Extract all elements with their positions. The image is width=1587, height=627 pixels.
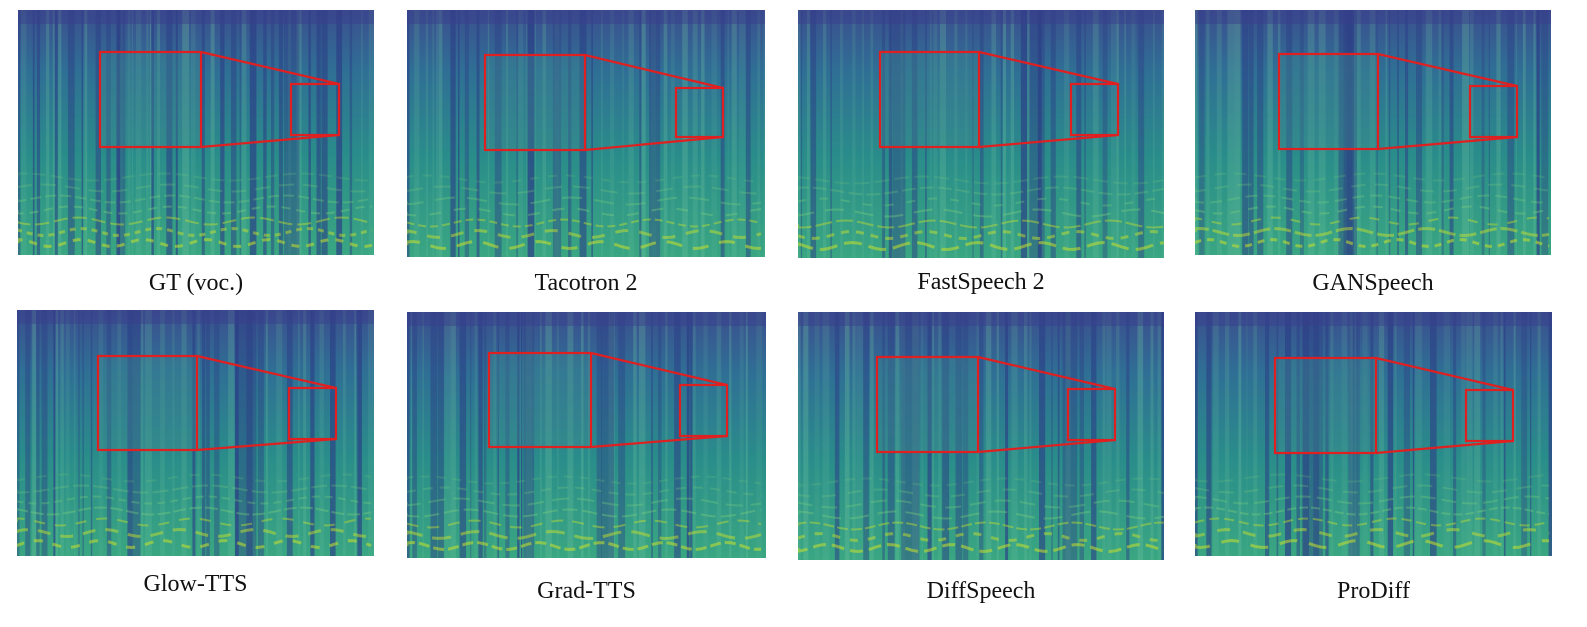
caption-prodiff: ProDiff — [1337, 578, 1410, 604]
zoom-inset-box — [96, 354, 199, 452]
zoom-connector-top — [584, 53, 724, 90]
caption-glow-tts: Glow-TTS — [143, 571, 248, 597]
zoom-source-box — [1069, 82, 1120, 137]
caption-fastspeech2: FastSpeech 2 — [917, 269, 1045, 295]
zoom-source-box — [678, 383, 729, 438]
zoom-connector-top — [1375, 356, 1514, 392]
caption-diffspeech: DiffSpeech — [926, 578, 1036, 604]
caption-ganspeech: GANSpeech — [1312, 270, 1434, 296]
zoom-connector-top — [590, 351, 728, 387]
zoom-connector-bottom — [590, 434, 728, 449]
spectrogram-panel-1 — [18, 10, 374, 255]
zoom-source-box — [287, 386, 338, 441]
caption-tacotron2: Tacotron 2 — [534, 270, 638, 296]
zoom-connector-bottom — [584, 135, 724, 152]
zoom-connector-bottom — [1375, 439, 1514, 455]
zoom-inset-box — [98, 50, 203, 149]
zoom-connector-bottom — [200, 133, 340, 149]
spectrogram-panel-5 — [17, 310, 374, 556]
zoom-connector-bottom — [978, 133, 1119, 149]
spectrogram-background — [18, 10, 374, 255]
spectrogram-panel-6 — [407, 312, 766, 558]
zoom-source-box — [1468, 84, 1519, 139]
spectrogram-panel-2 — [407, 10, 765, 257]
spectrogram-panel-3 — [798, 10, 1164, 258]
spectrogram-panel-7 — [798, 312, 1164, 560]
spectrogram-background — [1195, 10, 1551, 255]
spectrogram-panel-8 — [1195, 312, 1552, 556]
spectrogram-panel-4 — [1195, 10, 1551, 255]
caption-grad-tts: Grad-TTS — [537, 578, 636, 604]
zoom-source-box — [289, 82, 341, 137]
caption-gt-voc: GT (voc.) — [148, 270, 244, 296]
zoom-connector-top — [977, 355, 1116, 391]
spectrogram-background — [798, 312, 1164, 560]
zoom-source-box — [674, 86, 725, 139]
zoom-inset-box — [1273, 356, 1378, 455]
zoom-source-box — [1464, 388, 1515, 443]
zoom-source-box — [1066, 387, 1117, 442]
zoom-connector-top — [196, 354, 337, 390]
zoom-connector-bottom — [977, 438, 1116, 454]
zoom-inset-box — [878, 50, 981, 149]
zoom-inset-box — [875, 355, 980, 454]
zoom-inset-box — [1277, 52, 1380, 151]
zoom-inset-box — [487, 351, 593, 449]
zoom-connector-top — [978, 50, 1119, 86]
spectrogram-background — [1195, 312, 1552, 556]
zoom-connector-bottom — [196, 437, 337, 452]
zoom-connector-top — [200, 50, 340, 86]
zoom-connector-top — [1377, 52, 1518, 88]
zoom-inset-box — [483, 53, 587, 152]
zoom-connector-bottom — [1377, 135, 1518, 151]
